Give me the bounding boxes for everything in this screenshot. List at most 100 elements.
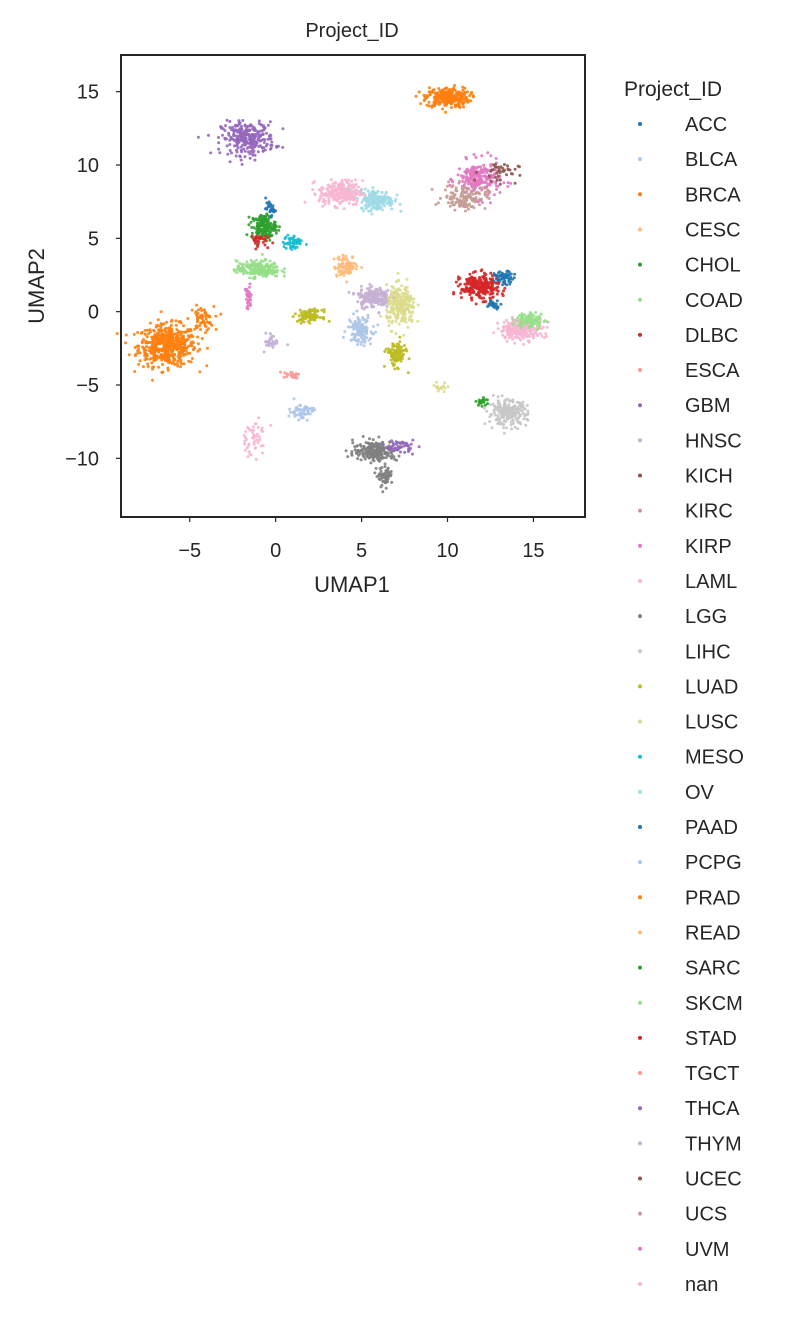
point [253,153,257,157]
point [521,314,524,318]
point [521,327,525,331]
x-tick-label: 5 [356,540,367,562]
point [233,144,236,148]
point [500,271,504,275]
point [262,215,266,219]
point [244,289,248,293]
point [270,233,274,237]
point [261,227,265,231]
point [517,331,521,335]
point [463,288,466,292]
legend-item-laml: LAML [638,571,737,593]
point [300,318,304,322]
point [386,196,390,200]
point [449,94,453,98]
point [115,332,119,336]
point [194,324,198,328]
point [377,311,381,315]
point [218,151,222,155]
point [515,400,519,404]
point [248,282,252,286]
point [455,91,459,94]
point [371,438,375,442]
point [484,289,488,293]
point [341,192,345,196]
point [446,385,450,389]
point [387,470,391,474]
point [305,418,309,422]
point [398,357,402,361]
point [477,183,481,186]
point [483,186,487,190]
point [390,448,393,452]
point [235,143,239,146]
cluster-brca-0 [115,310,209,382]
point [256,267,260,271]
point [258,134,262,137]
point [242,139,246,143]
point [329,178,333,182]
point [271,206,275,210]
point [378,293,382,296]
point [269,146,273,150]
point [489,403,492,407]
point [362,344,366,348]
point [228,126,232,130]
point [344,178,348,182]
point [351,441,355,445]
point [406,325,410,329]
point [503,405,507,409]
point [283,371,287,375]
point [501,333,505,337]
point [460,91,464,95]
point [350,450,354,454]
point [257,438,261,442]
point [461,204,465,208]
point [480,171,484,174]
point [403,344,406,347]
point [502,163,506,166]
point [203,331,207,335]
point [511,277,514,281]
point [476,403,480,407]
point [469,174,473,178]
point [170,327,174,331]
point [403,288,407,291]
point [469,171,472,175]
point [257,435,261,439]
legend-marker [638,789,642,794]
point [371,298,375,302]
point [505,397,509,401]
point [498,182,502,186]
point [248,152,252,156]
point [545,320,549,324]
point [224,137,228,141]
point [235,150,239,154]
point [348,198,352,202]
point [310,318,314,321]
point [308,412,312,416]
point [365,336,369,340]
point [412,297,416,301]
legend-marker [638,1176,642,1181]
point [366,298,370,301]
point [364,291,368,295]
point [124,333,128,337]
point [499,422,502,426]
point [448,90,452,94]
point [390,456,394,460]
cluster-brca-1 [186,303,223,346]
point [179,321,183,325]
point [468,277,472,281]
point [275,341,279,345]
point [480,186,484,190]
point [143,350,146,354]
cluster-lusc-16 [379,271,420,337]
cluster-luad-18 [291,307,331,325]
point [370,454,374,457]
point [516,427,520,431]
point [344,262,348,266]
point [166,368,170,372]
point [457,105,461,109]
